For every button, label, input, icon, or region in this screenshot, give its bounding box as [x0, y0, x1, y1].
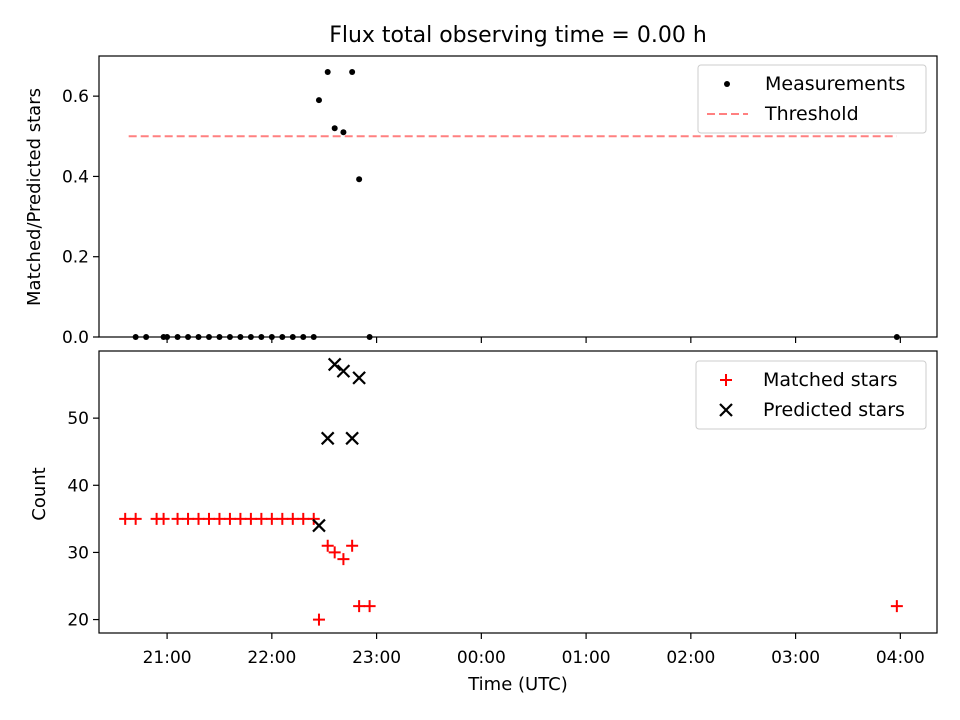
ratio-legend: Measurements Threshold	[697, 64, 927, 134]
count-legend: Matched stars Predicted stars	[695, 360, 927, 430]
measurement-point	[349, 69, 356, 76]
count-legend-box	[695, 360, 927, 430]
ratio-y-tick-label: 0.2	[62, 248, 89, 268]
count-y-tick-label: 30	[67, 543, 89, 563]
legend-label-matched: Matched stars	[763, 369, 897, 391]
matched-star-point	[353, 600, 366, 613]
count-y-axis-label: Count	[29, 467, 50, 520]
count-y-tick-label: 20	[67, 611, 89, 631]
legend-label-measurements: Measurements	[765, 73, 905, 95]
count-y-tick-label: 40	[67, 476, 89, 496]
matched-star-point	[337, 553, 350, 566]
matched-star-point	[286, 512, 299, 525]
count-x-tick-label: 03:00	[771, 648, 820, 668]
matched-star-point	[234, 512, 247, 525]
predicted-star-point	[336, 364, 351, 378]
matched-star-point	[192, 512, 205, 525]
ratio-y-tick-label: 0.4	[62, 167, 89, 187]
matched-star-point	[328, 546, 341, 559]
measurement-point	[324, 69, 331, 76]
count-y-tick-label: 50	[67, 409, 89, 429]
matched-star-point	[213, 512, 226, 525]
predicted-star-point	[312, 518, 326, 533]
ratio-legend-box	[697, 64, 927, 134]
legend-marker-measurements	[724, 81, 730, 87]
predicted-star-point	[327, 357, 342, 372]
ratio-y-tick-label: 0.0	[62, 328, 89, 348]
matched-star-point	[223, 512, 236, 525]
matched-star-point	[171, 512, 184, 525]
legend-label-predicted: Predicted stars	[763, 399, 905, 421]
ratio-panel: 0.0 0.2 0.4 0.6 Matched/Predicted stars Mea…	[24, 55, 938, 348]
matched-star-point	[346, 539, 359, 552]
matched-star-point	[255, 512, 268, 525]
legend-marker-predicted	[719, 403, 733, 417]
matched-star-point	[265, 512, 278, 525]
matched-star-point	[363, 600, 376, 613]
ratio-y-axis-label: Matched/Predicted stars	[24, 88, 45, 306]
matched-star-point	[119, 512, 132, 525]
count-x-tick-label: 02:00	[666, 648, 715, 668]
measurement-point	[340, 129, 347, 136]
matched-star-point	[890, 600, 903, 613]
figure-title: Flux total observing time = 0.00 h	[329, 23, 707, 48]
legend-marker-matched	[720, 374, 732, 386]
measurement-point	[331, 125, 338, 132]
count-plot-frame	[98, 350, 938, 634]
matched-star-point	[297, 512, 310, 525]
count-x-tick-label: 23:00	[352, 648, 401, 668]
legend-label-threshold: Threshold	[764, 103, 859, 125]
ratio-y-tick-label: 0.6	[62, 87, 89, 107]
matched-star-point	[157, 512, 170, 525]
ratio-plot-frame	[98, 55, 938, 338]
count-x-tick-label: 21:00	[143, 648, 192, 668]
matched-star-point	[244, 512, 257, 525]
count-x-tick-label: 22:00	[247, 648, 296, 668]
predicted-star-point	[352, 371, 366, 385]
matched-star-point	[202, 512, 215, 525]
count-x-tick-label: 01:00	[562, 648, 611, 668]
measurement-point	[315, 97, 322, 104]
count-panel: 20 30 40 50 21:00 22:00 23:00 00:00 01:00 02:00 03…	[29, 350, 938, 695]
count-x-tick-label: 04:00	[876, 648, 925, 668]
matched-star-point	[276, 512, 289, 525]
matched-star-point	[129, 512, 142, 525]
predicted-star-point	[345, 431, 359, 446]
count-x-tick-label: 00:00	[457, 648, 506, 668]
measurement-point	[356, 176, 363, 183]
matched-star-point	[312, 613, 325, 626]
count-x-axis-label: Time (UTC)	[467, 674, 568, 695]
predicted-star-point	[320, 431, 335, 446]
matched-star-point	[321, 539, 334, 552]
matched-star-point	[182, 512, 195, 525]
